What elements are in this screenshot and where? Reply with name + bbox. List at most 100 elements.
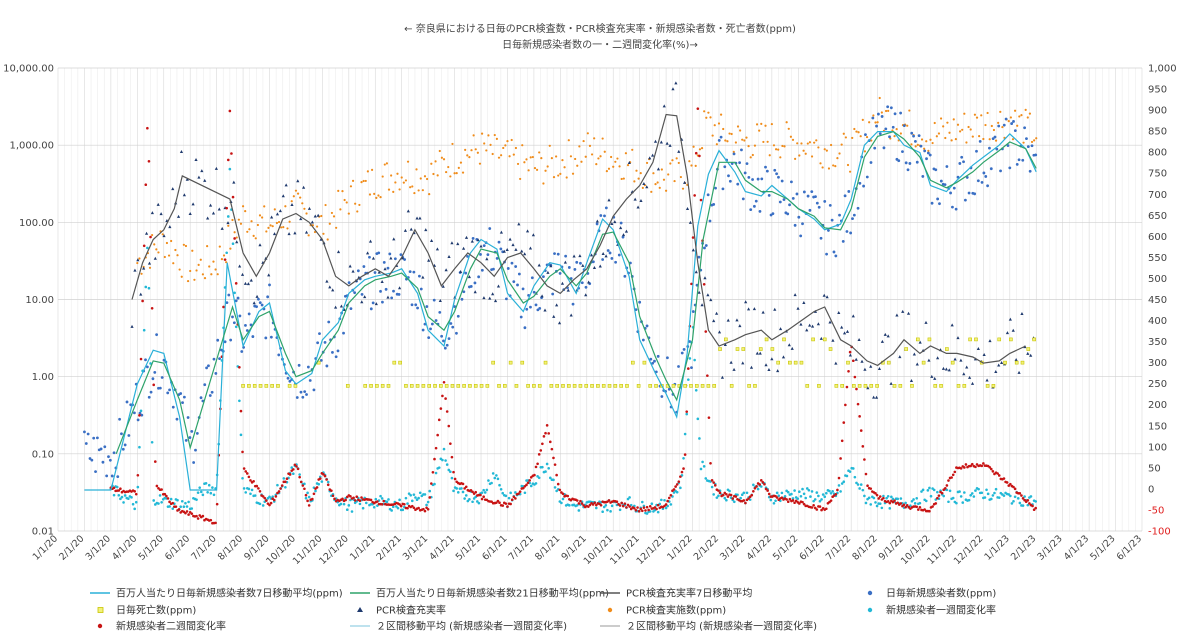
pcr-sufficiency-point (476, 238, 480, 242)
one-week-change-point (664, 506, 668, 510)
daily-deaths-point (945, 347, 949, 351)
pcr-sufficiency-point (208, 203, 213, 207)
pcr-test-count-point (335, 226, 338, 229)
two-week-change-point (844, 403, 847, 407)
two-week-change-point (1026, 499, 1030, 502)
one-week-change-point (848, 470, 852, 473)
y-right-tick-label: -100 (1148, 527, 1171, 538)
one-week-change-point (575, 503, 579, 507)
daily-new-cases-point (120, 432, 123, 436)
pcr-test-count-point (973, 113, 977, 116)
daily-deaths-point (247, 384, 251, 388)
pcr-test-count-point (711, 134, 714, 137)
daily-deaths-point (252, 384, 257, 388)
pcr-sufficiency-point (796, 306, 800, 310)
one-week-change-point (955, 501, 958, 505)
daily-deaths-point (1032, 337, 1036, 342)
one-week-change-point (942, 494, 946, 498)
daily-deaths-point (456, 384, 461, 388)
daily-new-cases-point (954, 207, 958, 211)
two-week-change-point (279, 487, 282, 490)
pcr-test-count-point (1011, 138, 1015, 141)
pcr-test-count-point (861, 118, 864, 121)
two-week-change-point (588, 503, 592, 507)
one-week-change-point (698, 437, 701, 440)
pcr-test-count-point (174, 248, 177, 252)
one-week-change-point (874, 501, 877, 504)
daily-deaths-point (671, 384, 676, 388)
pcr-sufficiency-point (834, 361, 838, 365)
pcr-test-count-point (656, 181, 659, 184)
daily-new-cases-point (1023, 126, 1027, 130)
pcr-test-count-point (671, 159, 674, 162)
two-week-change-point (453, 477, 457, 481)
pcr-test-count-point (538, 151, 541, 154)
daily-deaths-point (962, 384, 967, 388)
daily-deaths-point (270, 384, 274, 388)
pcr-test-count-point (167, 254, 171, 257)
daily-new-cases-point (227, 293, 231, 297)
pcr-test-count-point (749, 156, 752, 159)
daily-new-cases-point (127, 434, 131, 437)
pcr-test-count-point (330, 211, 334, 215)
one-week-change-point (867, 496, 871, 500)
daily-deaths-point (642, 360, 647, 365)
two-week-change-point (626, 503, 630, 507)
one-week-change-point (660, 498, 663, 502)
daily-deaths-point (526, 384, 530, 388)
pcr-test-count-point (485, 149, 488, 152)
pcr-sufficiency-point (267, 273, 271, 277)
pcr-test-count-point (364, 179, 367, 183)
two-week-change-point (355, 495, 359, 499)
two-week-change-point (533, 473, 536, 477)
daily-new-cases-point (965, 176, 969, 179)
two-week-change-point (848, 350, 852, 354)
daily-new-cases-point (342, 331, 345, 335)
one-week-change-point (282, 477, 286, 480)
pcr-test-count-point (635, 169, 638, 172)
one-week-change-point (821, 493, 825, 496)
pcr-sufficiency-point (133, 268, 137, 272)
daily-deaths-point (875, 384, 879, 388)
two-week-change-point (265, 499, 268, 502)
one-week-change-point (693, 358, 696, 362)
pcr-sufficiency-point (328, 285, 332, 289)
pcr-sufficiency-point (717, 330, 722, 334)
pcr-test-count-point (447, 165, 450, 169)
pcr-test-count-point (870, 139, 873, 142)
y-right-tick-label: -50 (1148, 505, 1164, 516)
one-week-change-point (418, 491, 422, 495)
two-week-change-point (791, 499, 795, 502)
daily-new-cases-point (608, 251, 612, 255)
daily-new-cases-point (595, 222, 599, 226)
one-week-change-point (456, 491, 460, 494)
pcr-test-count-point (525, 158, 528, 161)
daily-deaths-point (718, 347, 722, 351)
legend-label: 日毎新規感染者数(ppm) (886, 587, 996, 600)
daily-new-cases-point (978, 139, 982, 143)
daily-deaths-point (741, 347, 746, 351)
pcr-sufficiency-point (808, 323, 812, 327)
two-week-change-point (269, 501, 273, 505)
two-week-change-point (847, 369, 850, 373)
daily-new-cases-point (991, 137, 995, 140)
one-week-change-point (842, 480, 846, 484)
daily-deaths-point (968, 337, 972, 342)
pcr-sufficiency-point (528, 246, 533, 250)
one-week-change-point (594, 506, 598, 510)
daily-new-cases-point (579, 261, 582, 265)
two-week-change-point (239, 409, 243, 413)
two-week-change-point (450, 455, 454, 459)
pcr-sufficiency-point (621, 233, 626, 237)
daily-new-cases-point (199, 396, 203, 400)
one-week-change-point (250, 488, 254, 492)
daily-new-cases-point (229, 338, 233, 342)
one-week-change-point (886, 494, 890, 498)
two-week-change-point (230, 152, 233, 155)
pcr-test-count-point (561, 159, 564, 162)
pcr-test-count-point (709, 116, 712, 119)
one-week-change-point (523, 491, 527, 495)
one-week-change-point (387, 498, 390, 501)
two-week-change-point (579, 499, 582, 503)
two-week-change-point (712, 481, 715, 484)
